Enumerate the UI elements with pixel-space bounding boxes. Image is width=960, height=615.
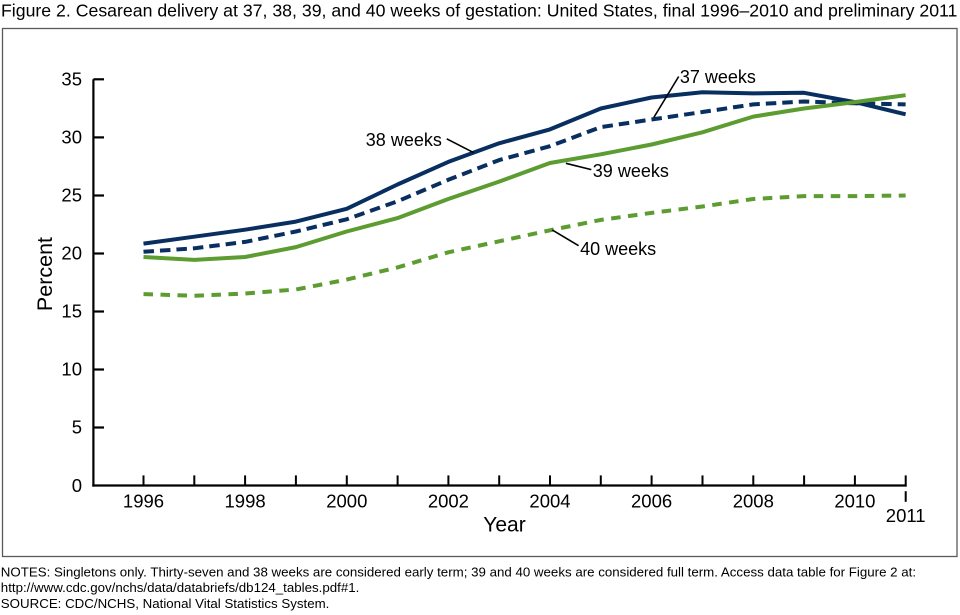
svg-text:SOURCE: CDC/NCHS, National Vit: SOURCE: CDC/NCHS, National Vital Statist… bbox=[1, 596, 330, 611]
svg-text:40 weeks: 40 weeks bbox=[580, 239, 656, 259]
svg-text:Figure 2. Cesarean delivery at: Figure 2. Cesarean delivery at 37, 38, 3… bbox=[1, 1, 957, 21]
svg-text:http://www.cdc.gov/nchs/data/d: http://www.cdc.gov/nchs/data/databriefs/… bbox=[1, 580, 360, 595]
svg-text:2011: 2011 bbox=[886, 505, 926, 526]
svg-text:5: 5 bbox=[72, 417, 82, 438]
svg-text:39 weeks: 39 weeks bbox=[593, 161, 669, 181]
svg-text:2002: 2002 bbox=[428, 491, 469, 512]
svg-text:1998: 1998 bbox=[225, 491, 266, 512]
svg-text:2000: 2000 bbox=[326, 491, 367, 512]
svg-text:37 weeks: 37 weeks bbox=[680, 67, 756, 87]
svg-text:Percent: Percent bbox=[33, 237, 57, 311]
svg-text:2006: 2006 bbox=[631, 491, 672, 512]
svg-text:NOTES: Singletons only. Thirty: NOTES: Singletons only. Thirty-seven and… bbox=[1, 565, 916, 580]
svg-text:2010: 2010 bbox=[834, 491, 875, 512]
svg-text:2008: 2008 bbox=[733, 491, 774, 512]
svg-text:25: 25 bbox=[61, 185, 82, 206]
svg-text:2004: 2004 bbox=[529, 491, 570, 512]
svg-text:0: 0 bbox=[72, 475, 82, 496]
svg-text:20: 20 bbox=[61, 243, 82, 264]
svg-text:30: 30 bbox=[61, 127, 82, 148]
svg-text:10: 10 bbox=[61, 359, 82, 380]
svg-text:15: 15 bbox=[61, 301, 82, 322]
svg-text:35: 35 bbox=[61, 69, 82, 90]
svg-text:Year: Year bbox=[483, 513, 525, 536]
svg-text:38 weeks: 38 weeks bbox=[366, 130, 442, 150]
svg-text:1996: 1996 bbox=[123, 491, 164, 512]
